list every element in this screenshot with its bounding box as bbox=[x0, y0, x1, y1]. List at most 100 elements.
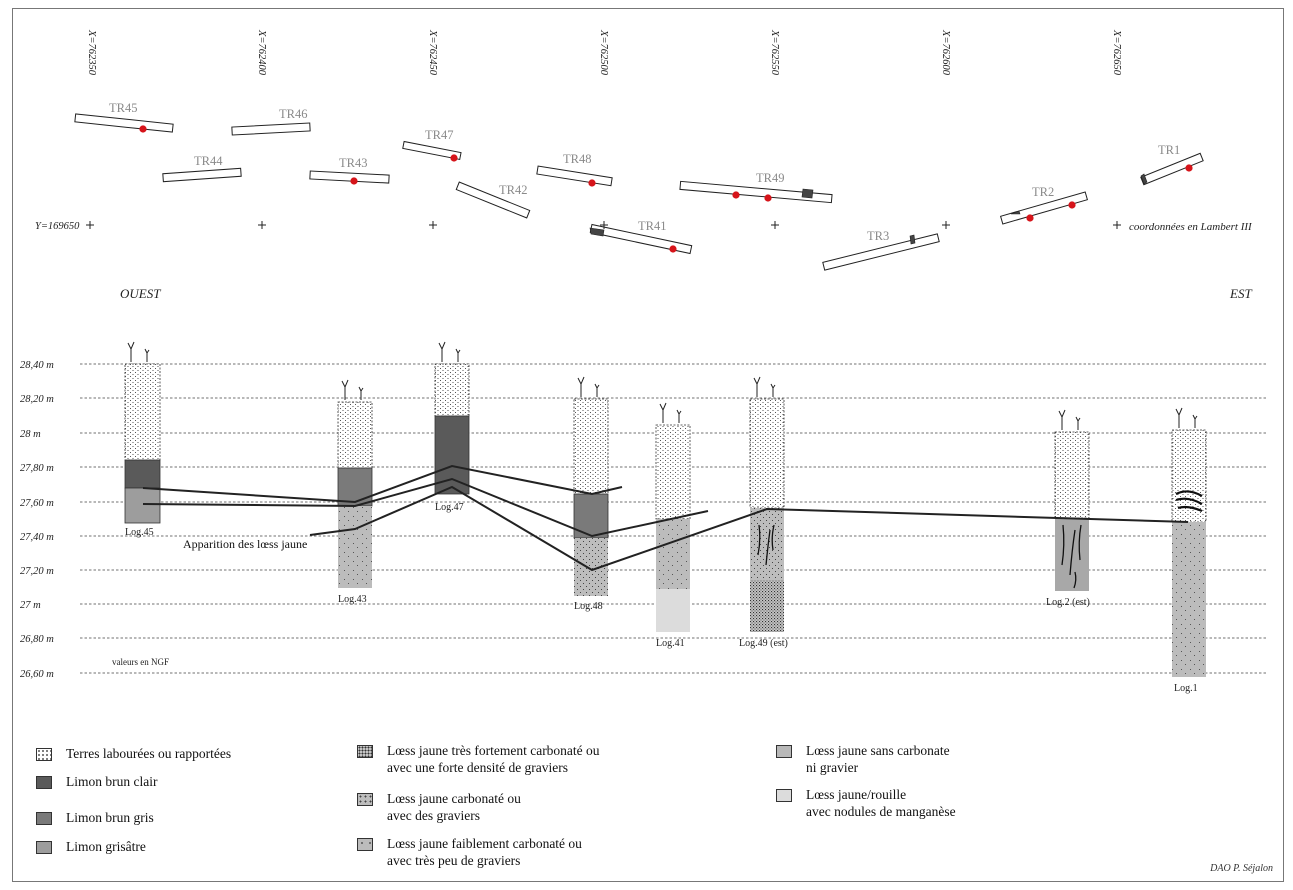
legend-item-terres: Terres labourées ou rapportées bbox=[36, 745, 231, 762]
legend-label: Lœss jaune très fortement carbonaté ou av… bbox=[387, 743, 600, 775]
log-label: Log.43 bbox=[338, 594, 367, 605]
legend-swatch bbox=[36, 776, 52, 789]
legend-label: Lœss jaune faiblement carbonaté ou avec t… bbox=[387, 836, 582, 868]
x-coord-label: X=762350 bbox=[86, 29, 97, 76]
legend-swatch bbox=[357, 745, 373, 758]
log-43 bbox=[337, 401, 373, 588]
elevation-tick-label: 28,20 m bbox=[20, 394, 54, 405]
legend-label: Lœss jaune carbonaté ou avec des graviers bbox=[387, 791, 521, 823]
loess-apparition-note: Apparition des lœss jaune bbox=[183, 537, 307, 551]
legend-swatch bbox=[776, 789, 792, 802]
x-coord-label: X=762650 bbox=[1111, 29, 1122, 76]
legend-item-limon-brun-gris: Limon brun gris bbox=[36, 809, 154, 826]
credit: DAO P. Séjalon bbox=[1210, 863, 1273, 874]
log-2 bbox=[1054, 431, 1090, 591]
trench-label: TR47 bbox=[425, 128, 453, 142]
trench-label: TR41 bbox=[638, 219, 666, 233]
trench-tr48 bbox=[536, 165, 613, 187]
trench-label: TR2 bbox=[1032, 185, 1054, 199]
log-label: Log.2 (est) bbox=[1046, 597, 1090, 608]
trench-label: TR3 bbox=[867, 229, 889, 243]
legend-item-loess-carbonate: Lœss jaune carbonaté ou avec des graviers bbox=[357, 790, 521, 824]
trench-label: TR43 bbox=[339, 156, 367, 170]
log-49 bbox=[749, 398, 785, 632]
log-label: Log.49 (est) bbox=[739, 638, 788, 649]
legend-label: Terres labourées ou rapportées bbox=[66, 746, 232, 761]
legend-swatch bbox=[357, 838, 373, 851]
plan-view: X=762350 X=762400 X=762450 X=762500 X=76… bbox=[35, 29, 1253, 301]
log-label: Log.1 bbox=[1174, 683, 1198, 694]
crs-note: coordonnées en Lambert III bbox=[1129, 221, 1253, 233]
elevation-tick-label: 28,40 m bbox=[20, 360, 54, 371]
elevation-tick-label: 26,60 m bbox=[20, 669, 54, 680]
y-coord-label: Y=169650 bbox=[35, 221, 80, 232]
log-47 bbox=[434, 363, 470, 495]
log-label: Log.45 bbox=[125, 527, 154, 538]
x-coord-label: X=762550 bbox=[769, 29, 780, 76]
trench-label: TR42 bbox=[499, 183, 527, 197]
trench-tr1 bbox=[1140, 152, 1204, 186]
legend-item-loess-faible: Lœss jaune faiblement carbonaté ou avec t… bbox=[357, 835, 582, 869]
trench-label: TR49 bbox=[756, 171, 784, 185]
trench-tr2 bbox=[999, 191, 1089, 225]
legend-item-limon-brun-clair: Limon brun clair bbox=[36, 773, 157, 790]
elevation-tick-label: 27,20 m bbox=[20, 566, 54, 577]
trench-tr3 bbox=[822, 233, 940, 271]
legend-swatch bbox=[776, 745, 792, 758]
trench-tr47 bbox=[402, 140, 462, 162]
trench-tr46 bbox=[231, 122, 311, 136]
log-label: Log.47 bbox=[435, 502, 464, 513]
legend-label: Limon brun gris bbox=[66, 810, 154, 825]
trench-label: TR46 bbox=[279, 107, 307, 121]
trench-tr49 bbox=[679, 180, 833, 204]
legend-item-loess-rouille: Lœss jaune/rouille avec nodules de mangan… bbox=[776, 786, 956, 820]
elevation-tick-label: 27,40 m bbox=[20, 532, 54, 543]
x-coord-label: X=762400 bbox=[256, 29, 267, 76]
vegetation-icons bbox=[127, 341, 1198, 430]
log-45 bbox=[124, 363, 161, 524]
legend-label: Lœss jaune sans carbonate ni gravier bbox=[806, 743, 950, 775]
legend-item-limon-grisatre: Limon grisâtre bbox=[36, 838, 146, 855]
stratigraphic-section: 28,40 m 28,20 m 28 m 27,80 m 27,60 m 27,… bbox=[20, 341, 1268, 694]
x-coord-label: X=762500 bbox=[598, 29, 609, 76]
log-41 bbox=[655, 424, 691, 632]
elevation-tick-label: 27 m bbox=[20, 600, 41, 611]
legend-swatch bbox=[36, 748, 52, 761]
elevation-tick-label: 27,80 m bbox=[20, 463, 54, 474]
legend: Terres labourées ou rapportées Limon bru… bbox=[0, 735, 1293, 885]
west-label: OUEST bbox=[120, 286, 161, 301]
elevation-tick-label: 27,60 m bbox=[20, 498, 54, 509]
east-label: EST bbox=[1229, 286, 1252, 301]
legend-item-loess-tres-carbonate: Lœss jaune très fortement carbonaté ou av… bbox=[357, 742, 600, 776]
x-coord-label: X=762600 bbox=[940, 29, 951, 76]
trench-hatch bbox=[589, 227, 605, 237]
trench-hatch bbox=[1140, 173, 1148, 185]
trench-hatch bbox=[801, 188, 814, 199]
legend-label: Lœss jaune/rouille avec nodules de mangan… bbox=[806, 787, 956, 819]
trench-label: TR48 bbox=[563, 152, 591, 166]
log-label: Log.48 bbox=[574, 601, 603, 612]
figure-frame bbox=[12, 8, 1284, 882]
elevation-tick-label: 26,80 m bbox=[20, 634, 54, 645]
trench-hatch bbox=[909, 234, 916, 245]
trench-tr43 bbox=[309, 170, 390, 185]
trench-label: TR45 bbox=[109, 101, 137, 115]
x-coord-label: X=762450 bbox=[427, 29, 438, 76]
legend-label: Limon grisâtre bbox=[66, 839, 146, 854]
legend-swatch bbox=[36, 841, 52, 854]
legend-item-loess-sans-carbonate: Lœss jaune sans carbonate ni gravier bbox=[776, 742, 950, 776]
trench-label: TR44 bbox=[194, 154, 223, 168]
trench-tr45 bbox=[74, 113, 174, 133]
trench-hatch bbox=[1010, 210, 1021, 215]
trench-tr44 bbox=[162, 167, 242, 183]
legend-swatch bbox=[357, 793, 373, 806]
ngf-note: valeurs en NGF bbox=[112, 657, 169, 667]
correlation-lines bbox=[142, 464, 1189, 572]
trench-tr42 bbox=[455, 181, 531, 219]
log-1 bbox=[1171, 429, 1207, 677]
elevation-tick-label: 28 m bbox=[20, 429, 41, 440]
legend-swatch bbox=[36, 812, 52, 825]
trench-label: TR1 bbox=[1158, 143, 1180, 157]
legend-label: Limon brun clair bbox=[66, 774, 158, 789]
log-label: Log.41 bbox=[656, 638, 685, 649]
